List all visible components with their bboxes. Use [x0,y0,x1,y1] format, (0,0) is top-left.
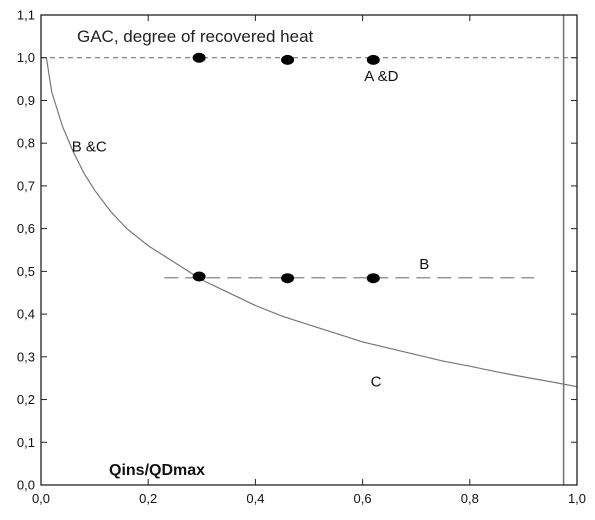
y-tick-label: 0,0 [17,478,35,493]
y-tick-label: 0,7 [17,178,35,193]
y-tick-label: 0,8 [17,136,35,151]
data-point [192,271,206,282]
data-point [281,54,295,65]
x-tick-label: 0,0 [32,491,50,506]
data-point [192,52,206,63]
x-tick-label: 0,4 [246,491,264,506]
annotation-label: C [371,374,382,391]
ticks-layer: 0,0 0,2 0,4 0,6 0,8 1,0 0,0 0,1 0,2 0,3 0,4 0,5 0,6 0… [17,8,586,507]
y-tick-label: 0,6 [17,221,35,236]
y-tick-label: 0,9 [17,93,35,108]
markers-layer [192,52,380,284]
y-tick-label: 0,4 [17,307,35,322]
plot-frame [40,14,578,486]
chart-title: GAC, degree of recovered heat [77,27,314,46]
y-tick-label: 0,2 [17,392,35,407]
y-tick-label: 0,1 [17,435,35,450]
x-tick-label: 0,8 [461,491,479,506]
y-tick-label: 0,5 [17,264,35,279]
annotation-label: B [419,256,429,273]
x-tick-label: 0,6 [354,491,372,506]
y-tick-label: 0,3 [17,349,35,364]
data-point [281,273,295,284]
x-tick-label: 1,0 [568,491,586,506]
y-tick-label: 1,1 [17,8,35,23]
annotations-layer: A &D B &C B C [72,68,430,391]
series-curve [45,57,578,388]
x-tick-label: 0,2 [139,491,157,506]
annotation-label: A &D [364,68,398,85]
data-point [366,54,380,65]
x-axis-label: Qins/QDmax [109,462,205,479]
annotation-label: B &C [72,139,107,156]
y-tick-label: 1,0 [17,50,35,65]
curves-layer [41,15,578,485]
data-point [366,273,380,284]
